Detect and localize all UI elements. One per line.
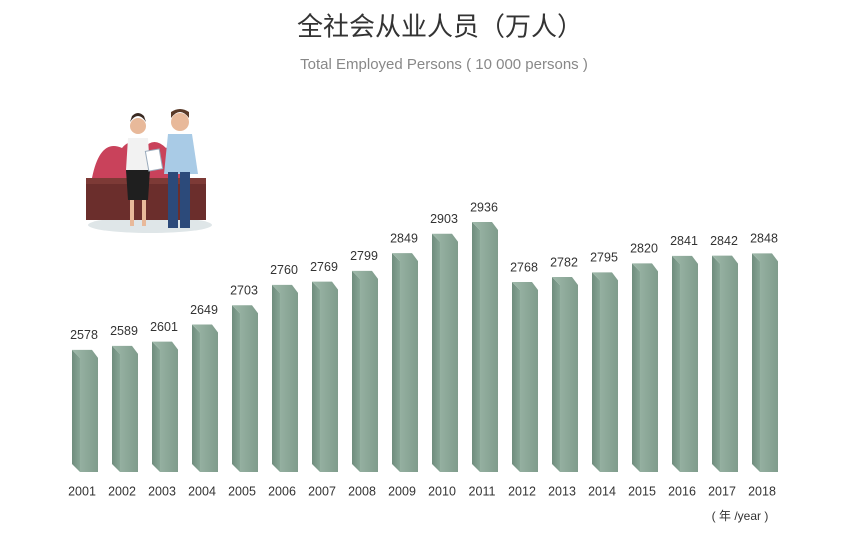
- value-label: 2799: [350, 249, 378, 263]
- bar: [312, 281, 338, 472]
- bar: [272, 284, 298, 472]
- bar: [152, 341, 178, 472]
- bar-side: [632, 263, 640, 472]
- x-tick-label: 2002: [108, 484, 136, 498]
- bar: [712, 255, 738, 472]
- bar: [72, 349, 98, 472]
- value-label: 2769: [310, 260, 338, 274]
- bar-side: [672, 255, 680, 472]
- value-label: 2841: [670, 234, 698, 248]
- value-label: 2578: [70, 328, 98, 342]
- bar: [752, 253, 778, 472]
- bar-side: [352, 270, 360, 472]
- bar: [192, 324, 218, 472]
- x-tick-label: 2010: [428, 484, 456, 498]
- value-label: 2795: [590, 251, 618, 265]
- bar-side: [312, 281, 320, 472]
- x-tick-label: 2005: [228, 484, 256, 498]
- bar-side: [392, 253, 400, 472]
- bar-side: [272, 284, 280, 472]
- x-tick-label: 2013: [548, 484, 576, 498]
- chart-subtitle: Total Employed Persons ( 10 000 persons …: [300, 56, 588, 73]
- value-label: 2842: [710, 234, 738, 248]
- bar: [352, 270, 378, 472]
- illustration: [86, 109, 212, 233]
- bar: [232, 305, 258, 472]
- bar-side: [752, 253, 760, 472]
- value-label: 2782: [550, 255, 578, 269]
- x-tick-label: 2009: [388, 484, 416, 498]
- x-tick-label: 2006: [268, 484, 296, 498]
- value-label: 2601: [150, 320, 178, 334]
- value-label: 2848: [750, 232, 778, 246]
- bar: [472, 222, 498, 472]
- bar-side: [432, 233, 440, 472]
- bar: [112, 345, 138, 472]
- value-label: 2703: [230, 283, 258, 297]
- bar: [392, 253, 418, 472]
- bar: [672, 255, 698, 472]
- x-tick-label: 2016: [668, 484, 696, 498]
- x-tick-label: 2007: [308, 484, 336, 498]
- bar-side: [112, 345, 120, 472]
- bar-side: [552, 276, 560, 472]
- bar-side: [152, 341, 160, 472]
- x-tick-label: 2003: [148, 484, 176, 498]
- value-label: 2760: [270, 263, 298, 277]
- x-tick-label: 2001: [68, 484, 96, 498]
- value-label: 2936: [470, 200, 498, 214]
- bar: [552, 276, 578, 472]
- value-label: 2649: [190, 303, 218, 317]
- bar-side: [232, 305, 240, 472]
- bar: [632, 263, 658, 472]
- bar: [512, 281, 538, 472]
- bar-side: [192, 324, 200, 472]
- x-tick-label: 2015: [628, 484, 656, 498]
- value-label: 2589: [110, 324, 138, 338]
- bar-side: [72, 349, 80, 472]
- value-label: 2768: [510, 260, 538, 274]
- x-tick-label: 2011: [469, 484, 496, 498]
- bar-side: [712, 255, 720, 472]
- value-label: 2849: [390, 231, 418, 245]
- value-label: 2903: [430, 212, 458, 226]
- x-tick-label: 2018: [748, 484, 776, 498]
- bar: [432, 233, 458, 472]
- value-label: 2820: [630, 242, 658, 256]
- x-tick-label: 2008: [348, 484, 376, 498]
- bar-side: [512, 281, 520, 472]
- x-axis-unit: ( 年 /year ): [712, 509, 769, 523]
- bar-side: [592, 272, 600, 472]
- bars: 2578 2001 2589 2002 2601 2003 2649 2004 2703 2005…: [68, 200, 778, 498]
- bar-side: [472, 222, 480, 472]
- x-tick-label: 2004: [188, 484, 216, 498]
- chart-title: 全社会从业人员（万人）: [297, 13, 583, 43]
- bar: [592, 272, 618, 472]
- x-tick-label: 2012: [508, 484, 536, 498]
- x-tick-label: 2017: [708, 484, 736, 498]
- x-tick-label: 2014: [588, 484, 616, 498]
